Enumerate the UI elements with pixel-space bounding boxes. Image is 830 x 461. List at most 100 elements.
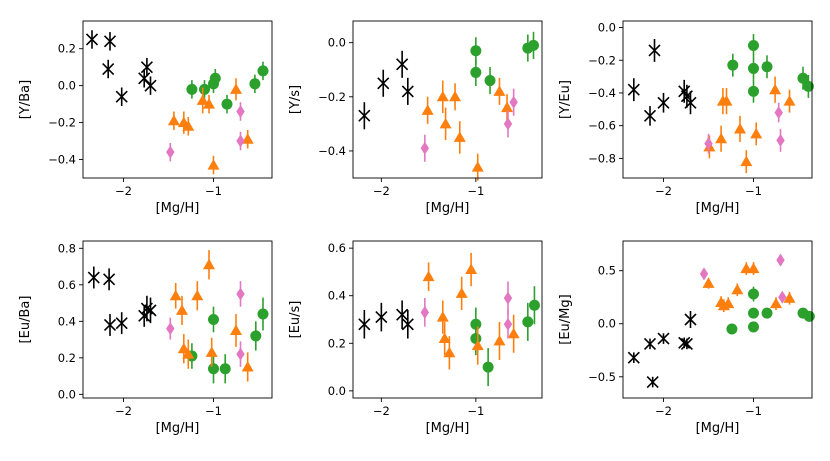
data-point bbox=[250, 330, 262, 342]
y-tick-label: 0.8 bbox=[58, 241, 76, 255]
axes-frame bbox=[622, 240, 813, 399]
x-tick-label: −2 bbox=[373, 184, 390, 198]
data-point bbox=[648, 44, 661, 57]
data-point bbox=[103, 273, 116, 286]
x-tick-label: −1 bbox=[745, 184, 762, 198]
data-point bbox=[797, 72, 809, 84]
y-tick-label: 0.0 bbox=[598, 317, 616, 331]
panel-4: −2 −1 0.0 0.2 0.4 0.6 0.8 [Mg/H] [Eu/Ba] bbox=[18, 240, 273, 436]
data-point bbox=[209, 72, 221, 84]
data-point bbox=[438, 332, 451, 344]
data-point bbox=[470, 333, 482, 345]
data-point bbox=[747, 262, 760, 274]
data-point bbox=[774, 106, 783, 120]
data-point bbox=[208, 363, 219, 375]
y-tick-label: 0.0 bbox=[58, 79, 76, 93]
data-point bbox=[420, 305, 430, 319]
series-green-circle bbox=[470, 31, 539, 95]
data-point bbox=[750, 127, 763, 139]
data-point bbox=[236, 347, 245, 361]
data-point bbox=[748, 321, 759, 333]
x-tick-label: −1 bbox=[205, 184, 222, 198]
data-point bbox=[199, 83, 210, 95]
data-point bbox=[205, 346, 218, 357]
data-point bbox=[493, 85, 506, 96]
series-orange-triangle bbox=[422, 252, 520, 370]
x-tick-label: −1 bbox=[467, 184, 484, 198]
y-tick-label: 0.0 bbox=[328, 36, 346, 50]
x-tick-label: −2 bbox=[655, 404, 672, 418]
data-point bbox=[87, 271, 100, 284]
data-point bbox=[699, 267, 709, 281]
series-orange-triangle bbox=[702, 262, 796, 313]
data-point bbox=[236, 134, 245, 148]
data-point bbox=[482, 361, 494, 373]
series-black-x bbox=[627, 311, 697, 389]
data-point bbox=[704, 137, 713, 151]
data-point bbox=[748, 307, 759, 319]
data-point bbox=[627, 351, 640, 364]
axes-frame bbox=[352, 240, 543, 399]
series-pink-diamond bbox=[166, 281, 245, 367]
data-point bbox=[770, 297, 782, 309]
y-axis-label: [Y/Eu] bbox=[558, 80, 573, 119]
data-point bbox=[358, 109, 371, 122]
x-tick-label: −2 bbox=[373, 404, 390, 418]
series-green-circle bbox=[727, 34, 814, 103]
data-point bbox=[177, 342, 190, 354]
y-tick-label: 0.0 bbox=[58, 387, 76, 401]
data-point bbox=[257, 308, 269, 320]
data-point bbox=[748, 62, 759, 74]
data-point bbox=[702, 277, 715, 288]
y-tick-label: −0.4 bbox=[588, 86, 616, 100]
data-point bbox=[778, 290, 787, 304]
series-green-circle bbox=[186, 297, 269, 384]
data-point bbox=[470, 66, 482, 78]
x-tick-label: −1 bbox=[745, 404, 762, 418]
data-point bbox=[422, 270, 435, 282]
x-tick-label: −2 bbox=[115, 184, 132, 198]
data-point bbox=[241, 360, 254, 372]
data-point bbox=[236, 287, 245, 301]
series-black-x bbox=[358, 300, 414, 339]
data-point bbox=[166, 145, 175, 159]
y-axis-label: [Eu/Ba] bbox=[18, 296, 33, 344]
y-axis-label: [Eu/s] bbox=[288, 301, 303, 339]
data-point bbox=[203, 98, 215, 109]
panel-3: −2 −1 −0.8 −0.6 −0.4 −0.2 0.0 [Mg/H] [Y/Eu] bbox=[558, 21, 814, 216]
data-point bbox=[102, 62, 115, 76]
x-tick-label: −2 bbox=[115, 404, 132, 418]
data-point bbox=[103, 318, 117, 332]
y-tick-label: 0.5 bbox=[598, 264, 616, 278]
y-tick-label: 0.6 bbox=[58, 278, 76, 292]
data-point bbox=[503, 317, 513, 331]
data-point bbox=[436, 311, 449, 322]
data-point bbox=[401, 318, 414, 331]
y-tick-label: 0.2 bbox=[58, 351, 76, 365]
data-point bbox=[731, 283, 744, 295]
series-orange-triangle bbox=[421, 77, 514, 181]
data-point bbox=[144, 79, 157, 92]
data-point bbox=[783, 95, 796, 106]
data-point bbox=[377, 77, 390, 90]
data-point bbox=[507, 327, 520, 339]
series-orange-triangle bbox=[169, 250, 254, 382]
data-point bbox=[115, 317, 128, 330]
data-point bbox=[144, 304, 157, 317]
data-point bbox=[657, 96, 670, 109]
data-point bbox=[191, 289, 204, 301]
data-point bbox=[643, 109, 657, 122]
data-point bbox=[443, 346, 456, 358]
series-black-x bbox=[87, 266, 157, 336]
x-tick-label: −1 bbox=[205, 404, 222, 418]
axes-frame bbox=[622, 20, 813, 179]
x-axis-label: [Mg/H] bbox=[156, 201, 200, 216]
data-point bbox=[471, 161, 484, 172]
data-point bbox=[465, 263, 478, 275]
series-pink-diamond bbox=[699, 253, 787, 304]
data-point bbox=[182, 348, 195, 359]
data-point bbox=[802, 80, 814, 92]
data-point bbox=[166, 322, 175, 336]
series-orange-triangle bbox=[703, 76, 796, 174]
panel-5: −2 −1 0.0 0.2 0.4 0.6 [Mg/H] [Eu/s] bbox=[288, 240, 543, 436]
